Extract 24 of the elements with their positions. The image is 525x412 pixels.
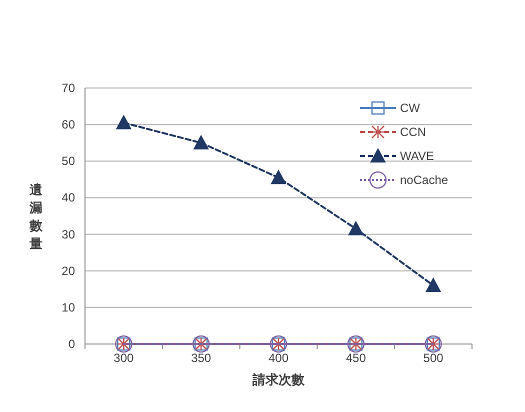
point: [348, 221, 364, 236]
point: [426, 278, 441, 292]
x-tick-label: 300: [114, 351, 134, 365]
point: [271, 170, 286, 184]
x-tick-label: 500: [423, 351, 444, 365]
legend-label: CCN: [400, 125, 426, 139]
x-axis-title: 請求次數: [252, 372, 306, 387]
x-tick-label: 400: [268, 351, 289, 365]
point: [116, 115, 132, 130]
y-tick-label: 70: [62, 81, 76, 95]
x-tick-label: 350: [191, 351, 212, 365]
x-tick-label: 450: [346, 351, 366, 365]
y-tick-label: 10: [62, 300, 76, 314]
y-tick-label: 30: [62, 227, 76, 242]
y-tick-label: 40: [62, 190, 76, 205]
legend-label: noCache: [400, 173, 448, 187]
y-tick-label: 20: [62, 264, 76, 278]
point: [194, 135, 209, 150]
legend-label: CW: [400, 101, 421, 115]
y-tick-label: 0: [68, 337, 76, 351]
y-axis-title: 遺漏數量: [28, 182, 44, 251]
y-tick-label: 60: [62, 118, 76, 132]
legend-label: WAVE: [400, 149, 434, 163]
y-tick-label: 50: [62, 154, 76, 168]
